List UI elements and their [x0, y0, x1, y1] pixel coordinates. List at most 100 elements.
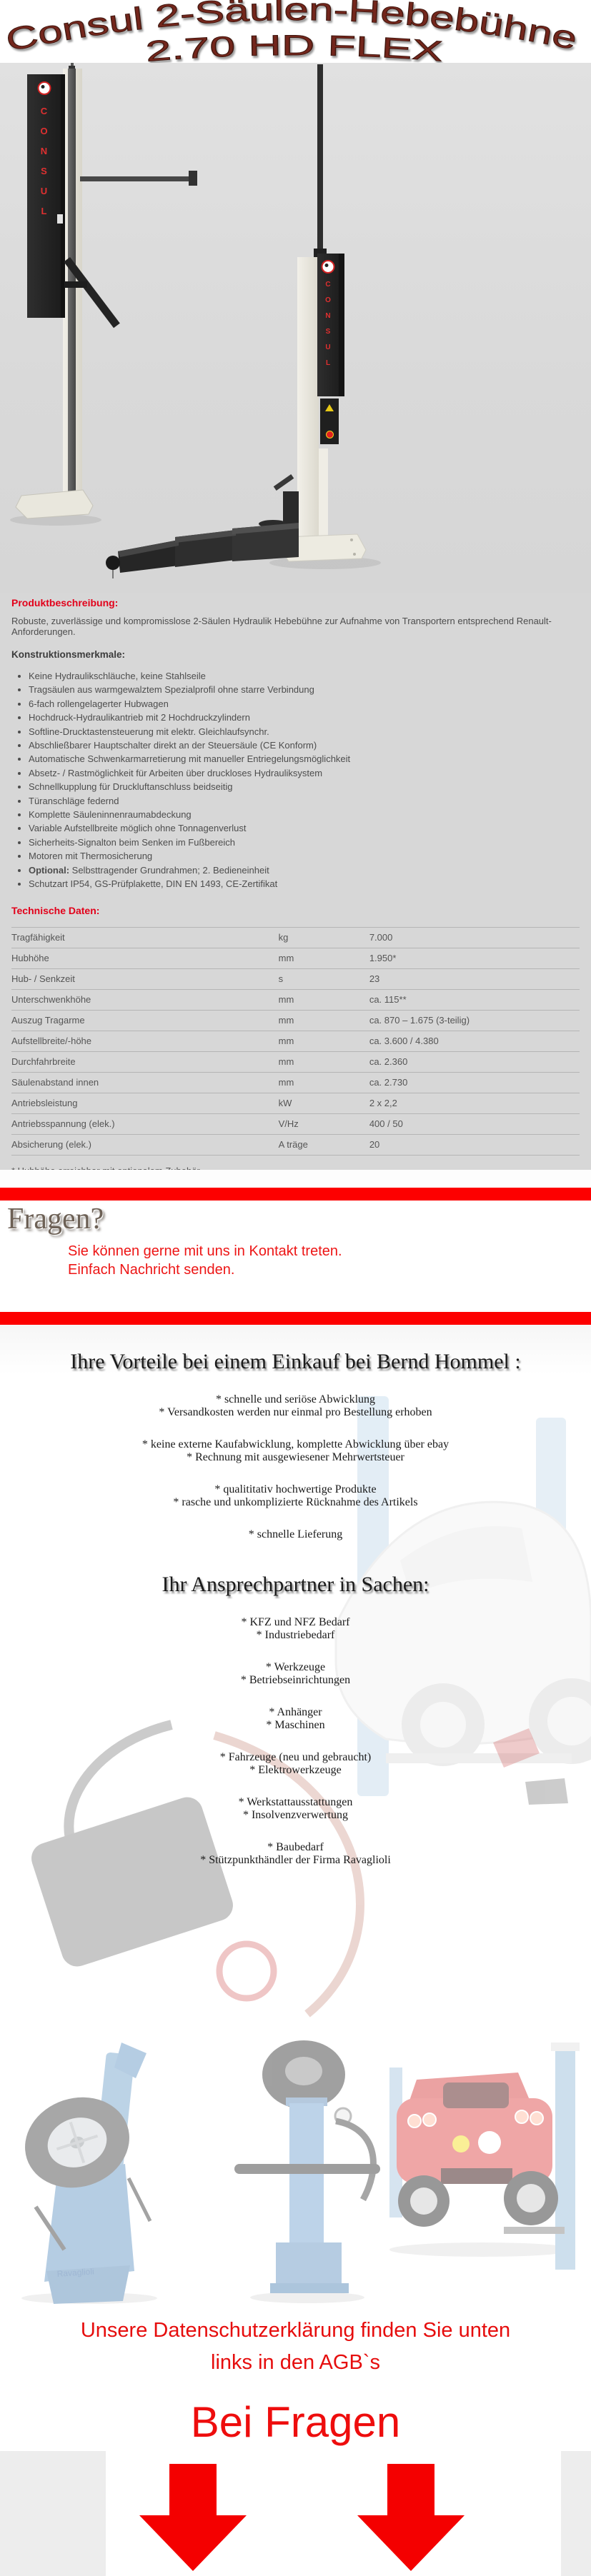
spec-unit: kW: [278, 1092, 369, 1113]
table-row: Antriebsspannung (elek.) V/Hz 400 / 50: [11, 1113, 580, 1134]
spec-value: ca. 3.600 / 4.380: [369, 1030, 580, 1051]
brand-lettering-right: CONSUL: [324, 281, 332, 375]
table-row: Hubhöhe mm 1.950*: [11, 947, 580, 968]
spec-unit: mm: [278, 947, 369, 968]
categories-heading: Ihr Ansprechpartner in Sachen:: [162, 1573, 429, 1596]
page-title: Consul 2-Säulen-Hebebühne 2.70 HD FLEX: [0, 0, 591, 63]
spacer: [0, 1170, 591, 1188]
bottom-banner: Bei Fragen: [0, 2390, 591, 2576]
benefit-line: * Rechnung mit ausgewiesener Mehrwertste…: [187, 1451, 404, 1463]
spec-unit: A träge: [278, 1133, 369, 1156]
contact-line-2: Einfach Nachricht senden.: [68, 1262, 235, 1278]
description-heading: Produktbeschreibung:: [11, 597, 119, 608]
table-row: Durchfahrbreite mm ca. 2.360: [11, 1051, 580, 1072]
category-line: * Insolvenzverwertung: [242, 1809, 349, 1821]
category-line: * KFZ und NFZ Bedarf: [241, 1616, 350, 1628]
optional-label: Optional:: [29, 864, 70, 876]
tech-table: Tragfähigkeit kg 7.000 Hubhöhe mm 1.950* Hub…: [11, 926, 580, 1156]
contact-line-1: Sie können gerne mit uns in Kontakt tret…: [68, 1243, 342, 1259]
spec-unit: V/Hz: [278, 1113, 369, 1134]
footnote-1: * Hubhöhe erreichbar mit optionalem Zube…: [11, 1166, 580, 1171]
category-line: * Maschinen: [266, 1719, 325, 1731]
category-line: * Industriebedarf: [256, 1629, 335, 1641]
spec-label: Hub- / Senkzeit: [11, 968, 279, 989]
feature-item: Absetz- / Rastmöglichkeit für Arbeiten ü…: [29, 766, 580, 780]
tire-changer-photo: Ravaglioli: [21, 2043, 157, 2304]
down-arrow-icon: [357, 2464, 465, 2571]
equipment-photos-row: Ravaglioli: [0, 2032, 591, 2310]
description-text: Robuste, zuverlässige und kompromisslose…: [11, 616, 552, 637]
spec-unit: mm: [278, 988, 369, 1010]
feature-item: Schnellkupplung für Druckluftanschluss b…: [29, 780, 580, 793]
left-crossbar-end: [189, 171, 197, 186]
spec-label: Tragfähigkeit: [11, 926, 279, 948]
faded-workshop-background-image: [31, 1396, 591, 2018]
spec-value: 20: [369, 1133, 580, 1156]
tech-heading: Technische Daten:: [11, 904, 100, 916]
optional-text: Selbsttragender Grundrahmen; 2. Bedienei…: [69, 864, 269, 876]
table-row: Antriebsleistung kW 2 x 2,2: [11, 1092, 580, 1113]
feature-item: 6-fach rollengelagerter Hubwagen: [29, 697, 580, 711]
spec-label: Antriebsleistung: [11, 1092, 279, 1113]
spec-unit: kg: [278, 926, 369, 948]
svg-text:2.70 HD FLEX: 2.70 HD FLEX: [144, 30, 444, 63]
emergency-button-icon: [326, 431, 334, 438]
spec-value: ca. 870 – 1.675 (3-teilig): [369, 1009, 580, 1031]
table-row: Hub- / Senkzeit s 23: [11, 968, 580, 989]
right-column-panel: CONSUL: [317, 254, 344, 396]
feature-item: Abschließbarer Hauptschalter direkt an d…: [29, 738, 580, 752]
spec-value: ca. 2.360: [369, 1051, 580, 1072]
spec-label: Hubhöhe: [11, 947, 279, 968]
benefits-heading: Ihre Vorteile bei einem Einkauf bei Bern…: [70, 1350, 521, 1373]
left-column-panel: CONSUL: [27, 74, 65, 318]
table-row: Tragfähigkeit kg 7.000: [11, 926, 580, 948]
spec-unit: mm: [278, 1009, 369, 1031]
benefit-line: * Versandkosten werden nur einmal pro Be…: [159, 1406, 432, 1418]
spec-value: 400 / 50: [369, 1113, 580, 1134]
tire-machine-photo: [234, 2040, 380, 2303]
ravaglioli-brand-text: Ravaglioli: [56, 2266, 94, 2279]
privacy-line-2: links in den AGB`s: [211, 2351, 380, 2374]
feature-item: Schutzart IP54, GS-Prüfplakette, DIN EN …: [29, 877, 580, 891]
table-row: Auszug Tragarme mm ca. 870 – 1.675 (3-teil…: [11, 1009, 580, 1031]
consul-logo-badge: [321, 260, 335, 274]
spec-value: 1.950*: [369, 947, 580, 968]
title-line2: 2.70 HD FLEX: [144, 30, 445, 63]
feature-item: Hochdruck-Hydraulikantrieb mit 2 Hochdru…: [29, 711, 580, 724]
product-content-panel: CONSUL CONSUL: [0, 63, 591, 1170]
privacy-line-1: Unsere Datenschutzerklärung finden Sie u…: [80, 2319, 511, 2342]
benefit-line: * schnelle Lieferung: [248, 1528, 343, 1540]
fragen-heading: Fragen?: [7, 1203, 104, 1236]
feature-item: Sicherheits-Signalton beim Senken im Fuß…: [29, 836, 580, 849]
category-line: * Fahrzeuge (neu und gebraucht): [219, 1751, 372, 1763]
product-photo: CONSUL CONSUL: [0, 63, 591, 593]
spec-value: ca. 115**: [369, 988, 580, 1010]
feature-item-optional: Optional: Selbsttragender Grundrahmen; 2…: [29, 863, 580, 877]
left-clamp: [64, 281, 87, 288]
category-line: * Werkzeuge: [265, 1661, 326, 1673]
table-row: Säulenabstand innen mm ca. 2.730: [11, 1071, 580, 1093]
features-heading: Konstruktionsmerkmale:: [11, 649, 126, 660]
spec-label: Absicherung (elek.): [11, 1133, 279, 1156]
features-list: Keine Hydraulikschläuche, keine Stahlsei…: [29, 669, 580, 891]
left-handle: [57, 214, 63, 224]
red-divider-bar: [0, 1312, 591, 1325]
category-line: * Baubedarf: [267, 1841, 324, 1853]
feature-item: Keine Hydraulikschläuche, keine Stahlsei…: [29, 669, 580, 683]
table-row: Absicherung (elek.) A träge 20: [11, 1133, 580, 1156]
feature-item: Motoren mit Thermosicherung: [29, 849, 580, 863]
category-line: * Werkstattausstattungen: [238, 1796, 353, 1808]
category-line: * Stützpunkthändler der Firma Ravaglioli: [200, 1854, 391, 1866]
contact-section: Fragen? Sie können gerne mit uns in Kont…: [0, 1201, 591, 1312]
control-box: [320, 399, 339, 444]
consul-logo-badge: [37, 81, 51, 95]
table-row: Aufstellbreite/-höhe mm ca. 3.600 / 4.380: [11, 1030, 580, 1051]
right-column-rod: [317, 64, 323, 256]
feature-item: Komplette Säuleninnenraumabdeckung: [29, 808, 580, 821]
right-column-post-face: [319, 448, 328, 548]
spec-unit: s: [278, 968, 369, 989]
spec-label: Unterschwenkhöhe: [11, 988, 279, 1010]
spec-label: Antriebsspannung (elek.): [11, 1113, 279, 1134]
lift-pad: [259, 520, 287, 528]
